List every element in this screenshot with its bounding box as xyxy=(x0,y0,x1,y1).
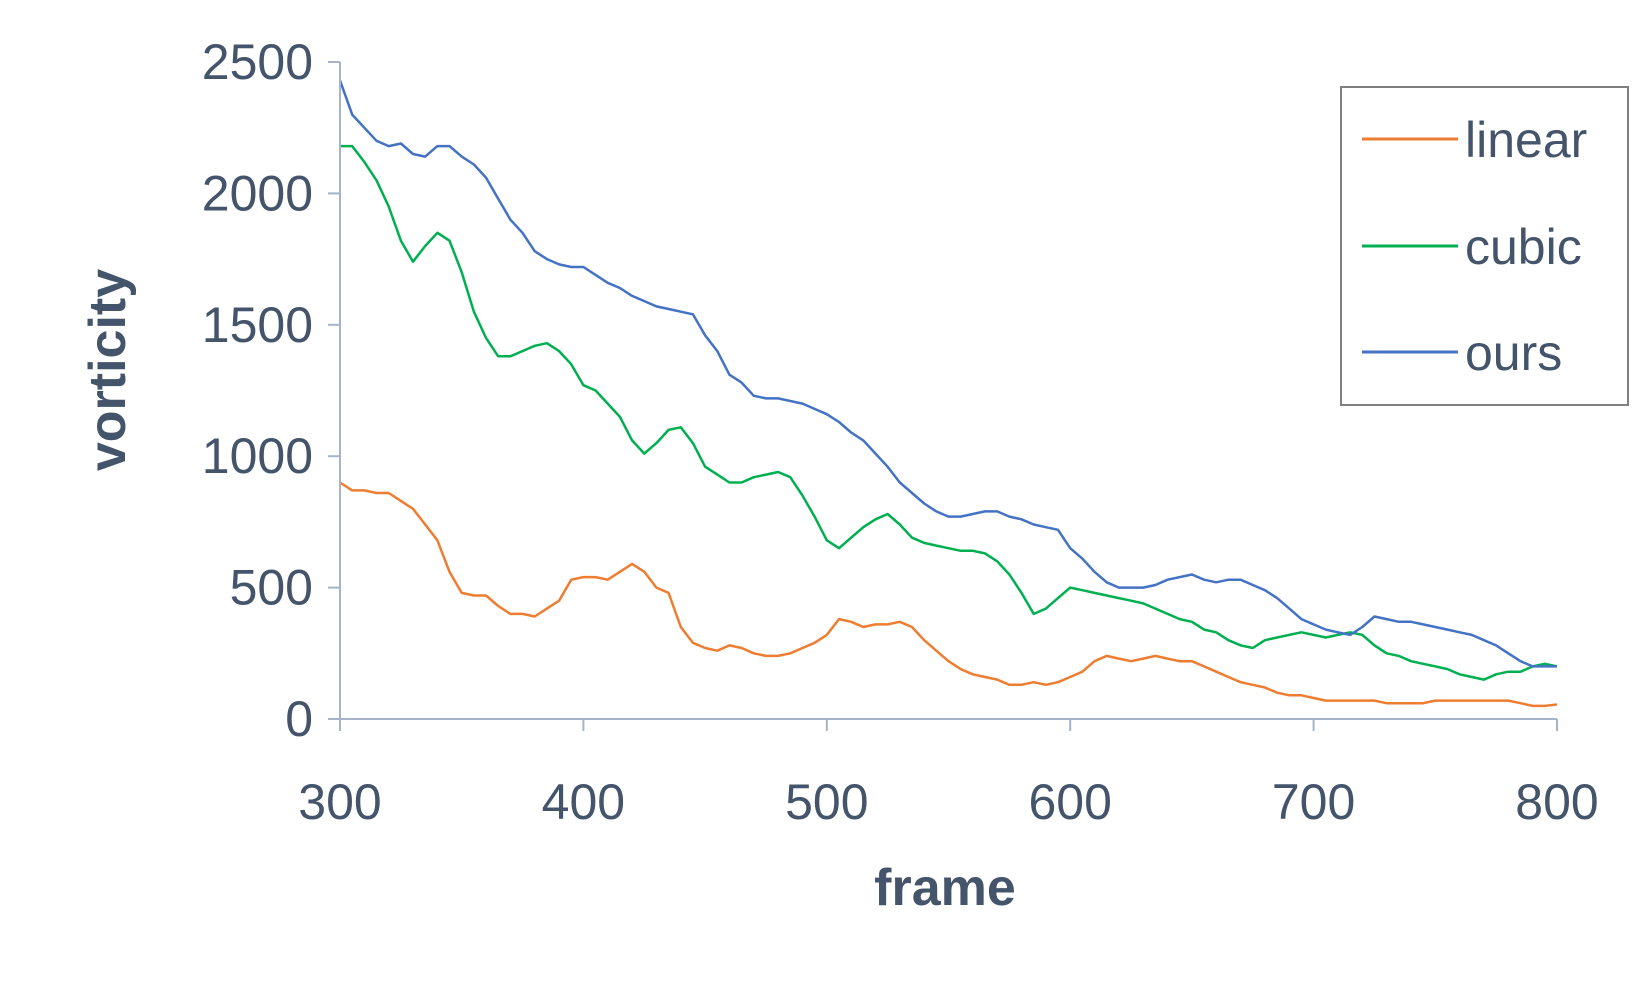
legend-label-linear: linear xyxy=(1465,112,1587,168)
x-tick-label: 400 xyxy=(542,774,625,830)
y-tick-label: 2000 xyxy=(202,165,313,221)
tick-labels: 0 500 1000 1500 2000 2500 300 400 500 600 700 800 xyxy=(202,34,1599,830)
x-tick-label: 700 xyxy=(1272,774,1355,830)
x-tick-label: 500 xyxy=(785,774,868,830)
x-tick-label: 600 xyxy=(1028,774,1111,830)
y-tick-label: 1000 xyxy=(202,428,313,484)
series-line-linear xyxy=(339,481,1558,708)
y-axis-title: vorticity xyxy=(79,269,137,471)
legend-label-ours: ours xyxy=(1465,325,1562,381)
axes xyxy=(328,61,1558,731)
plot-area xyxy=(338,79,1558,708)
series-line-ours xyxy=(338,79,1557,668)
x-tick-label: 300 xyxy=(298,774,381,830)
y-tick-label: 500 xyxy=(230,560,313,616)
y-tick-label: 0 xyxy=(285,691,313,747)
legend-label-cubic: cubic xyxy=(1465,219,1582,275)
y-tick-label: 1500 xyxy=(202,297,313,353)
x-axis-title: frame xyxy=(874,859,1016,917)
y-tick-label: 2500 xyxy=(202,34,313,90)
x-tick-label: 800 xyxy=(1515,774,1598,830)
legend: linear cubic ours xyxy=(1340,86,1629,406)
